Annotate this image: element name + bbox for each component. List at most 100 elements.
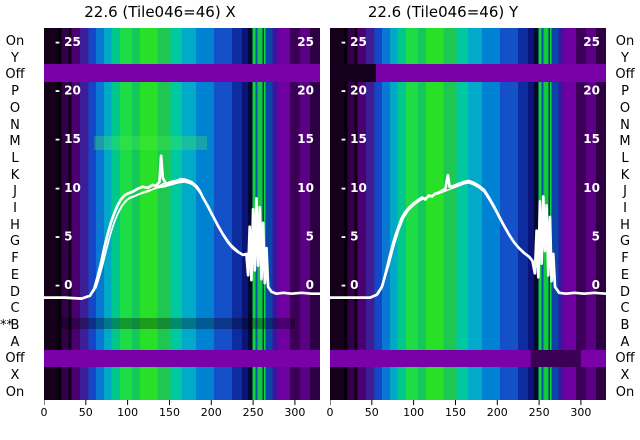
heat-column (499, 28, 519, 400)
row-label-text: I (623, 201, 627, 216)
heat-column (558, 28, 565, 400)
ytick-label-right: 15 (583, 132, 600, 146)
ytick-label-left: - 15 (341, 132, 367, 146)
row-label-text: P (11, 84, 19, 100)
row-label-n: N (0, 117, 30, 134)
heat-column (426, 28, 445, 400)
xtick-label: 250 (242, 406, 264, 419)
heat-column (68, 28, 73, 400)
row-label-c: C (0, 300, 30, 317)
row-label-text: E (10, 267, 20, 283)
row-label-k: K (0, 167, 30, 184)
ytick-label-left: - 0 (55, 278, 73, 292)
heat-column (482, 28, 501, 400)
row-label-text: A (10, 334, 20, 350)
heat-column (347, 28, 355, 400)
ytick-label-right: 15 (297, 132, 314, 146)
heat-column (120, 28, 133, 400)
row-label-text: M (619, 134, 631, 150)
row-label-text: K (620, 167, 630, 183)
row-label-d: D (0, 284, 30, 301)
row-label-text: Y (621, 50, 629, 66)
heat-column (443, 28, 457, 400)
ytick-label-right: 25 (297, 35, 314, 49)
heat-column (299, 28, 311, 400)
heat-patch (530, 350, 581, 367)
row-label-x: X (0, 367, 30, 384)
row-label-text: Off (615, 351, 635, 367)
row-label-a: A (610, 334, 640, 351)
row-label-on: On (610, 384, 640, 401)
row-label-text: K (10, 167, 20, 183)
signal-trace (93, 179, 238, 292)
heat-column (585, 28, 597, 400)
heatmap-canvas: - 25 25 - 20 20 - 15 15 - 10 10 - 5 5 - 0 0 (328, 28, 608, 405)
row-label-on: On (0, 33, 30, 50)
heat-column (61, 28, 69, 400)
row-label-text: A (620, 334, 630, 350)
row-label-d: D (610, 284, 640, 301)
row-label-off: Off (0, 66, 30, 83)
heat-column (528, 28, 535, 400)
row-label-text: F (11, 251, 19, 267)
heat-column (374, 28, 383, 400)
heat-patch (330, 64, 376, 82)
ytick-label-left: - 25 (55, 35, 81, 49)
heat-column (381, 28, 391, 400)
heat-column (278, 28, 291, 400)
ytick-label-left: - 10 (341, 181, 367, 195)
row-label-text: H (620, 217, 630, 233)
heat-column (111, 28, 121, 400)
row-label-o: O (610, 100, 640, 117)
row-label-a: A (0, 334, 30, 351)
row-label-text: On (615, 384, 635, 400)
row-label-text: M (9, 134, 21, 150)
heat-column (264, 28, 267, 400)
heat-column (518, 28, 529, 400)
heat-column (550, 28, 553, 400)
heat-column (80, 28, 90, 400)
heat-column (397, 28, 407, 400)
row-label-text: Off (615, 67, 635, 83)
row-label-b: B (610, 317, 640, 334)
ytick-label-right: 5 (592, 229, 600, 243)
ytick-label-right: 20 (297, 84, 314, 98)
star-marker: ** (0, 317, 13, 333)
row-label-text: O (619, 100, 631, 116)
row-label-text: D (9, 284, 20, 300)
purple-band (330, 64, 606, 82)
plot-title-x: 22.6 (Tile046=46) X (84, 3, 236, 21)
heat-column (564, 28, 577, 400)
ytick-label-left: - 20 (55, 84, 81, 98)
heat-column (406, 28, 419, 400)
row-label-j: J (0, 183, 30, 200)
heat-column (157, 28, 171, 400)
row-label-m: M (610, 133, 640, 150)
heat-column (354, 28, 359, 400)
ytick-label-right: 10 (583, 181, 600, 195)
row-label-off: Off (610, 66, 640, 83)
heat-column (534, 28, 539, 400)
ytick-label-right: 0 (592, 278, 600, 292)
heat-column (95, 28, 105, 400)
row-label-text: G (9, 234, 21, 250)
row-label-e: E (610, 267, 640, 284)
row-label-text: E (620, 267, 630, 283)
heat-column (140, 28, 159, 400)
ytick-label-right: 10 (297, 181, 314, 195)
ytick-label-left: - 0 (341, 278, 359, 292)
heat-column (232, 28, 243, 400)
row-label-text: O (9, 100, 21, 116)
heat-column (213, 28, 233, 400)
xtick-label: 300 (284, 406, 306, 419)
heat-column (88, 28, 97, 400)
row-label-g: G (610, 233, 640, 250)
row-label-text: On (615, 34, 635, 49)
heat-column (71, 28, 81, 400)
row-label-h: H (610, 217, 640, 234)
row-label-p: P (610, 83, 640, 100)
ytick-label-left: - 10 (55, 181, 81, 195)
heat-column (131, 28, 141, 400)
row-label-text: Y (11, 50, 19, 66)
row-label-i: I (0, 200, 30, 217)
